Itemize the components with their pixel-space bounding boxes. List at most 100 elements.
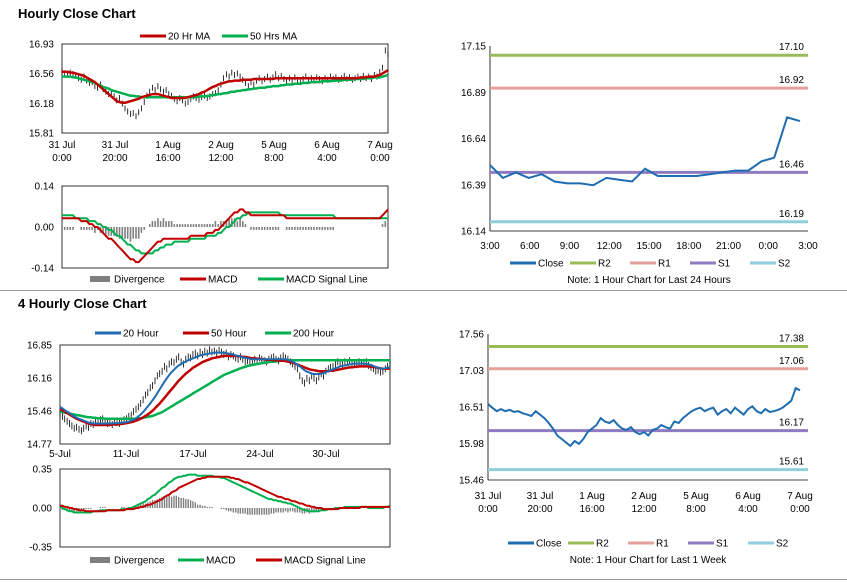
four-hourly-price-ytick: 16.85 — [27, 341, 52, 352]
hourly-levels-xtick: 9:00 — [560, 241, 580, 252]
hourly-price-xtick-time: 0:00 — [52, 153, 72, 164]
four-hourly-levels-xtick-time: 8:00 — [686, 504, 706, 515]
hourly_levels-ytick: 16.39 — [461, 180, 486, 191]
macd-line — [62, 208, 389, 264]
ma20-line — [62, 69, 389, 105]
hourly_levels-legend-s1-label: S1 — [718, 259, 731, 270]
hourly-price-ytick: 15.81 — [29, 129, 54, 140]
hourly_levels-ytick: 16.64 — [461, 134, 486, 145]
four-hourly-levels-xtick-date: 5 Aug — [683, 491, 709, 502]
ma50-hour-line — [59, 354, 391, 427]
legend-divergence-label: Divergence — [114, 275, 165, 286]
hourly-price-ytick: 16.93 — [29, 40, 54, 51]
four-hourly-price-ytick: 16.16 — [27, 374, 52, 385]
four_hourly_levels-level-s1-label: 16.17 — [779, 418, 804, 429]
hourly-levels-xtick: 18:00 — [676, 241, 701, 252]
four-hourly-levels-xtick-time: 0:00 — [790, 504, 810, 515]
hourly_levels-legend-r2-label: R2 — [598, 259, 611, 270]
four_hourly_levels-ytick: 15.98 — [459, 439, 484, 450]
four-hourly-price-xtick: 11-Jul — [113, 449, 140, 460]
four-hourly-price-ytick: 15.46 — [27, 407, 52, 418]
hourly-price-plot-area — [61, 43, 389, 134]
bottom-divider — [0, 579, 847, 580]
hourly-price-xtick-date: 7 Aug — [367, 140, 393, 151]
hourly-price-xtick-time: 4:00 — [317, 153, 337, 164]
four_hourly_levels-ytick: 17.03 — [459, 366, 484, 377]
ma50-line — [62, 73, 389, 99]
hourly_levels-legend-close-label: Close — [538, 259, 564, 270]
hourly_levels-level-s1-label: 16.46 — [779, 159, 804, 170]
legend-20-hour-label: 20 Hour — [123, 329, 159, 340]
legend-20hr-ma-label: 20 Hr MA — [168, 32, 211, 43]
four_hourly_levels-legend-r2-label: R2 — [596, 539, 609, 550]
four_hourly_levels-ytick: 16.51 — [459, 403, 484, 414]
hourly-levels-xtick: 15:00 — [636, 241, 661, 252]
hourly_levels-level-r2-label: 17.10 — [779, 42, 804, 53]
four-hourly-levels-xtick-date: 2 Aug — [631, 491, 657, 502]
legend-50-hour-label: 50 Hour — [211, 329, 247, 340]
hourly-macd-ytick: 0.14 — [35, 182, 55, 193]
four_hourly_levels-level-r1-label: 17.06 — [779, 356, 804, 367]
section-title-4hourly: 4 Hourly Close Chart — [18, 296, 147, 311]
hourly-levels-xtick: 3:00 — [480, 241, 500, 252]
four-hourly-levels-xtick-time: 4:00 — [738, 504, 758, 515]
four-hourly-price-plot-area — [59, 344, 391, 445]
four-hourly-levels-xtick-date: 1 Aug — [579, 491, 605, 502]
hourly-price-xtick-date: 1 Aug — [155, 140, 181, 151]
hourly-levels-xtick: 6:00 — [520, 241, 540, 252]
four-hourly-levels-xtick-time: 16:00 — [579, 504, 604, 515]
hourly-price-xtick-date: 6 Aug — [314, 140, 340, 151]
four_hourly_levels-legend-close-label: Close — [536, 539, 562, 550]
four-hourly-levels-xtick-date: 31 Jul — [475, 491, 502, 502]
section-divider — [0, 290, 847, 291]
legend-200-hour-label: 200 Hour — [293, 329, 335, 340]
legend-macd-4h-label: MACD — [206, 556, 235, 567]
four-hourly-macd-ytick: -0.35 — [29, 543, 52, 554]
legend-50hrs-ma-label: 50 Hrs MA — [250, 32, 298, 43]
hourly-price-xtick-time: 12:00 — [208, 153, 233, 164]
hourly-macd-ytick: -0.14 — [31, 264, 54, 275]
four-hourly-price-xtick: 24-Jul — [246, 449, 273, 460]
hourly-price-xtick-date: 31 Jul — [49, 140, 76, 151]
hourly_levels-ytick: 17.15 — [461, 42, 486, 53]
four-hourly-price-ytick: 14.77 — [27, 440, 52, 451]
hourly-price-xtick-time: 0:00 — [370, 153, 390, 164]
four-hourly-levels-xtick-date: 6 Aug — [735, 491, 761, 502]
hourly-price-xtick-date: 2 Aug — [208, 140, 234, 151]
four-hourly-price-xtick: 5-Jul — [49, 449, 71, 460]
four_hourly_levels-ytick: 17.56 — [459, 330, 484, 341]
legend-divergence-4h-swatch — [90, 557, 110, 563]
four_hourly_levels-note: Note: 1 Hour Chart for Last 1 Week — [570, 555, 728, 566]
four-hourly-macd-ytick: 0.35 — [33, 465, 53, 476]
legend-divergence-4h-label: Divergence — [114, 556, 165, 567]
hourly-levels-xtick: 21:00 — [716, 241, 741, 252]
hourly_levels-level-s2-label: 16.19 — [779, 209, 804, 220]
four-hourly-levels-xtick-date: 31 Jul — [527, 491, 554, 502]
four_hourly_levels-ytick: 15.46 — [459, 476, 484, 487]
four_hourly_levels-level-s2-label: 15.61 — [779, 457, 804, 468]
four-hourly-price-xtick: 30-Jul — [312, 449, 339, 460]
hourly-price-xtick-date: 5 Aug — [261, 140, 287, 151]
legend-divergence-swatch — [90, 276, 110, 282]
hourly-levels-xtick: 0:00 — [759, 241, 779, 252]
hourly-price-xtick-time: 20:00 — [102, 153, 127, 164]
legend-macd-signal-4h-label: MACD Signal Line — [284, 556, 366, 567]
four-hourly-levels-xtick-time: 0:00 — [478, 504, 498, 515]
hourly-levels-xtick: 3:00 — [798, 241, 818, 252]
hourly-levels-xtick: 12:00 — [597, 241, 622, 252]
four-hourly-macd-ytick: 0.00 — [33, 504, 53, 515]
four_hourly_levels-legend-r1-label: R1 — [656, 539, 669, 550]
macd-line — [59, 473, 391, 514]
section-title-hourly: Hourly Close Chart — [18, 6, 136, 21]
hourly-price-xtick-time: 16:00 — [155, 153, 180, 164]
four-hourly-levels-xtick-date: 7 Aug — [787, 491, 813, 502]
legend-macd-signal-label: MACD Signal Line — [286, 275, 368, 286]
macd-signal-line — [60, 475, 390, 513]
ma20-hour-line — [59, 351, 391, 425]
four-hourly-levels-xtick-time: 12:00 — [631, 504, 656, 515]
hourly-price-ytick: 16.18 — [29, 99, 54, 110]
hourly_levels-close-line — [489, 116, 801, 187]
four_hourly_levels-level-r2-label: 17.38 — [779, 334, 804, 345]
hourly_levels-legend-s2-label: S2 — [778, 259, 791, 270]
